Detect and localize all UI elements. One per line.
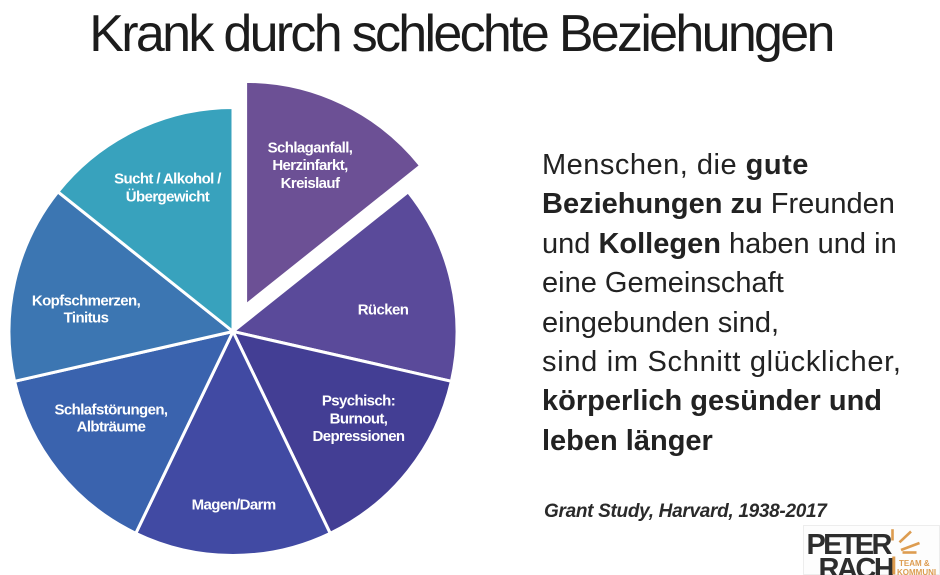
- svg-text:Übergewicht: Übergewicht: [126, 189, 210, 206]
- svg-text:PETER: PETER: [807, 529, 893, 561]
- svg-text:Kopfschmerzen,: Kopfschmerzen,: [32, 292, 141, 309]
- svg-text:Schlaganfall,: Schlaganfall,: [268, 140, 353, 157]
- svg-text:Magen/Darm: Magen/Darm: [192, 497, 276, 514]
- svg-text:Herzinfarkt,: Herzinfarkt,: [272, 157, 348, 174]
- svg-text:Albträume: Albträume: [77, 419, 146, 436]
- svg-text:Burnout,: Burnout,: [330, 410, 388, 427]
- svg-text:Sucht / Alkohol /: Sucht / Alkohol /: [114, 171, 222, 188]
- svg-text:TEAM &: TEAM &: [899, 559, 930, 568]
- svg-text:Kreislauf: Kreislauf: [281, 175, 341, 192]
- svg-text:Schlafstörungen,: Schlafstörungen,: [55, 401, 168, 418]
- svg-text:KOMMUNI: KOMMUNI: [897, 568, 936, 575]
- svg-text:Rücken: Rücken: [358, 301, 409, 318]
- svg-text:Psychisch:: Psychisch:: [322, 392, 395, 409]
- svg-text:Depressionen: Depressionen: [313, 428, 405, 445]
- svg-text:RACH: RACH: [819, 553, 893, 575]
- svg-text:Tinitus: Tinitus: [64, 310, 109, 327]
